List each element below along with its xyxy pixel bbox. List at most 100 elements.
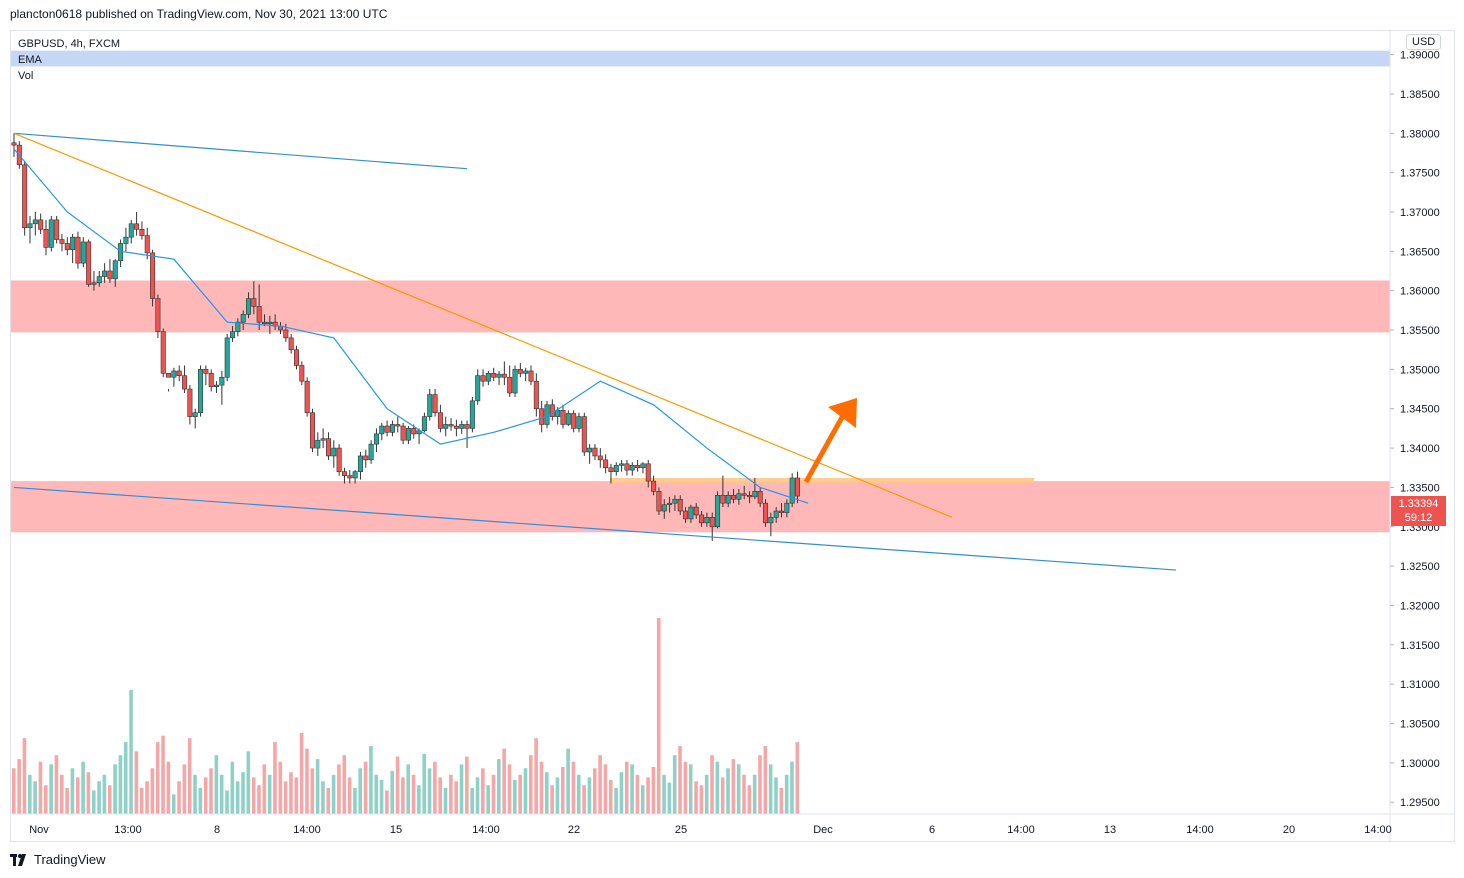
volume-bar: [342, 755, 347, 814]
candle-body: [699, 514, 705, 524]
volume-bar: [475, 777, 480, 814]
candle-body: [368, 443, 374, 461]
candle-body: [262, 321, 268, 325]
volume-bar: [427, 768, 432, 814]
candle-body: [496, 373, 502, 378]
candle-body: [549, 404, 555, 417]
volume-bar: [139, 787, 144, 814]
candle-body: [251, 298, 257, 307]
volume-bar: [251, 777, 256, 814]
volume-bar: [299, 732, 304, 814]
candle-body: [453, 425, 459, 429]
x-tick-label: 6: [929, 824, 935, 836]
volume-bar: [12, 768, 16, 814]
candle-body: [64, 243, 70, 251]
volume-bar: [289, 772, 293, 814]
candle-body: [725, 494, 731, 504]
candle-body: [283, 329, 289, 339]
candle-body: [70, 236, 76, 251]
volume-bar: [678, 746, 682, 814]
candle-body: [523, 370, 529, 374]
candle-body: [27, 223, 33, 229]
volume-bar: [784, 774, 789, 814]
volume-bar: [545, 772, 549, 814]
legend-vol[interactable]: Vol: [18, 70, 34, 82]
volume-bar: [443, 787, 448, 814]
candle-body: [341, 471, 347, 476]
legend-symbol[interactable]: GBPUSD, 4h, FXCM: [18, 38, 121, 50]
publish-info: plancton0618 published on TradingView.co…: [10, 7, 388, 21]
volume-bar: [395, 756, 400, 814]
candle-body: [773, 510, 779, 518]
legend-ema[interactable]: EMA: [18, 54, 42, 66]
volume-bar: [97, 781, 101, 814]
candle-body: [640, 463, 646, 469]
candle-body: [512, 369, 518, 394]
volume-bar: [246, 751, 251, 814]
candle-body: [267, 321, 273, 325]
volume-bar: [315, 759, 320, 814]
volume-bar: [331, 774, 336, 814]
volume-bar: [523, 768, 528, 814]
y-tick-label: 1.39000: [1400, 50, 1440, 62]
candle-body: [373, 433, 379, 445]
candle-body: [736, 493, 742, 500]
y-tick-label: 1.36500: [1400, 246, 1440, 258]
y-tick-label: 1.32000: [1400, 600, 1440, 612]
candle-body: [464, 424, 470, 429]
candle-body: [683, 510, 689, 520]
volume-bar: [710, 755, 714, 814]
candle-body: [128, 223, 134, 238]
volume-bar: [758, 755, 762, 814]
currency-badge[interactable]: USD: [1406, 34, 1442, 50]
candle-body: [533, 380, 539, 410]
volume-bar: [54, 755, 59, 814]
y-tick-label: 1.37000: [1400, 207, 1440, 219]
volume-bar: [203, 777, 208, 814]
volume-bar: [454, 781, 458, 814]
volume-bar: [337, 764, 341, 814]
volume-bar: [422, 753, 427, 814]
zone-breakout-level: [610, 477, 1034, 484]
volume-bar: [38, 761, 43, 814]
candle-body: [677, 498, 683, 512]
candle-body: [661, 504, 667, 512]
volume-bar: [225, 790, 229, 814]
candle-body: [421, 416, 427, 432]
volume-bar: [539, 761, 544, 814]
volume-bar: [560, 766, 565, 814]
candle-body: [443, 424, 449, 429]
volume-bar: [576, 774, 581, 814]
trendline-descending-orange: [13, 132, 953, 518]
candle-body: [528, 370, 534, 382]
candle-body: [80, 241, 86, 264]
last-price-countdown: 59:12: [1404, 512, 1433, 524]
ema-line: [13, 148, 809, 504]
y-tick-label: 1.36000: [1400, 286, 1440, 298]
candle-body: [597, 455, 603, 461]
volume-bar: [305, 748, 309, 814]
candle-body: [789, 477, 795, 504]
volume-bar: [363, 761, 368, 814]
candle-body: [400, 425, 406, 441]
footer-brand[interactable]: TradingView: [10, 852, 106, 867]
volume-bar: [166, 761, 171, 814]
x-tick-label: 14:00: [1007, 824, 1035, 836]
y-tick-label: 1.34500: [1400, 404, 1440, 416]
candle-body: [411, 428, 417, 435]
volume-bar: [598, 755, 602, 814]
volume-bar: [171, 794, 176, 814]
volume-bar: [694, 781, 698, 814]
y-tick-label: 1.33500: [1400, 482, 1440, 494]
volume-bar: [592, 768, 597, 814]
volume-bar: [182, 764, 187, 814]
candle-body: [608, 467, 614, 472]
candle-body: [629, 465, 635, 471]
volume-bar: [417, 785, 421, 814]
candle-body: [240, 313, 246, 323]
volume-bar: [310, 768, 315, 814]
candle-body: [613, 465, 619, 472]
volume-bar: [177, 781, 181, 814]
x-tick-label: Nov: [29, 824, 49, 836]
